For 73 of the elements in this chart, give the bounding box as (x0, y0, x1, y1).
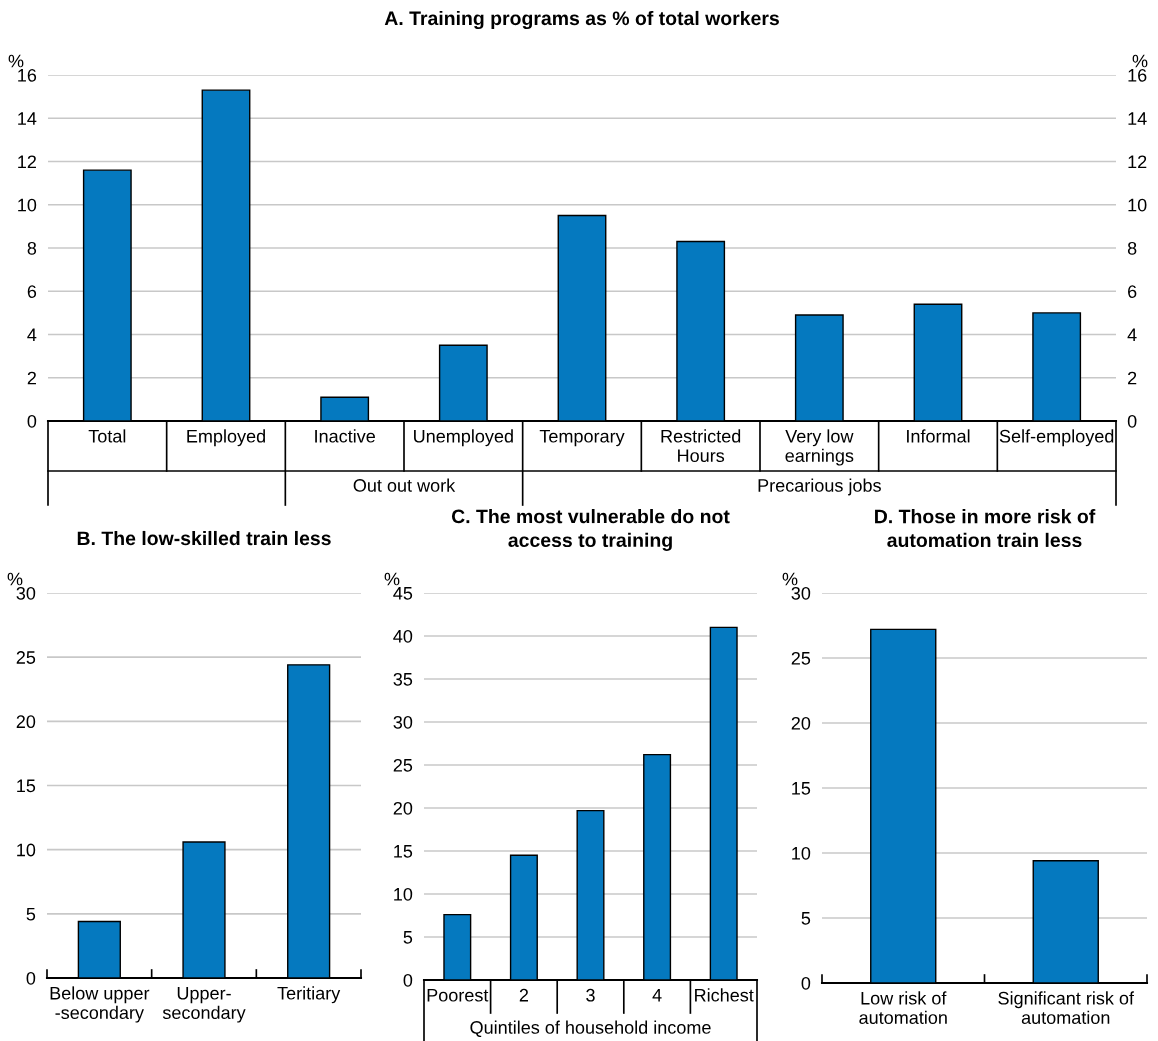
x-tick-label: Inactive (315, 429, 375, 443)
y-tick-label: 8 (27, 241, 37, 255)
y-tick-label: 25 (393, 758, 413, 772)
y2-tick-label: 16 (1128, 68, 1147, 82)
y-tick-label: 15 (394, 845, 413, 858)
x-tick-label: 2 (519, 988, 529, 1002)
y-tick-label: 35 (393, 672, 413, 686)
text: Out out work (353, 478, 456, 492)
y-tick-label: 10 (394, 887, 413, 901)
text: Precarious jobs (758, 478, 881, 496)
y2-tick-label: 2 (1128, 371, 1137, 385)
x-tick-label: Unemployed (414, 429, 513, 447)
y2-tick-label: 14 (1128, 112, 1147, 125)
y-tick-label: 30 (791, 586, 811, 600)
y-tick-label: 6 (27, 285, 37, 298)
x-tick-label: Teritiary (277, 986, 341, 1004)
y2-axis-title: % (1132, 54, 1148, 68)
y-tick-label: 14 (18, 112, 37, 125)
x-tick-label: 4 (652, 989, 662, 1002)
y-tick-label: 5 (801, 912, 811, 925)
chart-title: A. Training programs as % of total workers (384, 10, 779, 30)
y-axis-title: % (782, 572, 798, 586)
x-tick-label: Below upper -secondary (50, 986, 150, 1023)
y2-tick-label: 6 (1128, 285, 1137, 298)
y2-tick-label: 8 (1127, 241, 1137, 255)
x-tick-label: Total (88, 429, 126, 443)
y-tick-label: 10 (17, 843, 36, 857)
x-tick-label: Significant risk of automation (998, 991, 1135, 1025)
y-axis-title: % (7, 572, 23, 586)
text: Quintiles of household income (470, 1020, 711, 1038)
y-tick-label: 15 (17, 779, 36, 793)
y-tick-label: 15 (792, 782, 811, 795)
y-tick-label: 20 (791, 716, 811, 730)
x-tick-label: Restricted Hours (661, 429, 741, 463)
x-tick-label: Informal (907, 429, 970, 443)
y-tick-label: 12 (18, 155, 36, 169)
y-tick-label: 30 (393, 715, 413, 729)
x-tick-label: Poorest (427, 989, 489, 1002)
y-tick-label: 20 (16, 715, 36, 729)
y-tick-label: 25 (791, 651, 811, 665)
x-tick-label: Low risk of automation (859, 991, 947, 1025)
y-axis-title: % (384, 572, 400, 586)
y-tick-label: 45 (393, 587, 413, 600)
y-tick-label: 16 (18, 68, 37, 82)
x-tick-label: Richest (695, 988, 754, 1002)
y2-tick-label: 10 (1128, 198, 1147, 212)
y-tick-label: 25 (16, 651, 36, 664)
x-tick-label: Very low earnings (785, 429, 854, 466)
x-tick-label: Upper- secondary (162, 987, 246, 1023)
y-tick-label: 0 (27, 414, 37, 428)
x-tick-label: Temporary (539, 430, 625, 447)
y-tick-label: 0 (403, 973, 413, 987)
y-tick-label: 40 (393, 629, 413, 643)
y-tick-label: 20 (393, 801, 413, 815)
y2-tick-label: 4 (1127, 328, 1137, 342)
y-tick-label: 30 (16, 586, 36, 600)
y-tick-label: 4 (27, 328, 37, 342)
chart-title: B. The low-skilled train less (77, 530, 331, 546)
y2-tick-label: 12 (1128, 155, 1147, 169)
x-tick-label: Self-employed (999, 429, 1114, 447)
y-tick-label: 10 (18, 198, 37, 212)
y-tick-label: 2 (27, 371, 36, 385)
y-tick-label: 0 (26, 971, 36, 985)
y-axis-title: % (8, 54, 24, 68)
chart-title: D. Those in more risk of automation train less (875, 509, 1096, 548)
chart-title: C. The most vulnerable do not access to training (451, 509, 730, 551)
y-tick-label: 5 (26, 907, 36, 921)
x-tick-label: Employed (187, 429, 265, 447)
y-tick-label: 10 (792, 846, 811, 860)
x-tick-label: 3 (586, 988, 595, 1002)
y-tick-label: 5 (403, 931, 413, 944)
y2-tick-label: 0 (1127, 414, 1137, 428)
y-tick-label: 0 (801, 976, 811, 990)
